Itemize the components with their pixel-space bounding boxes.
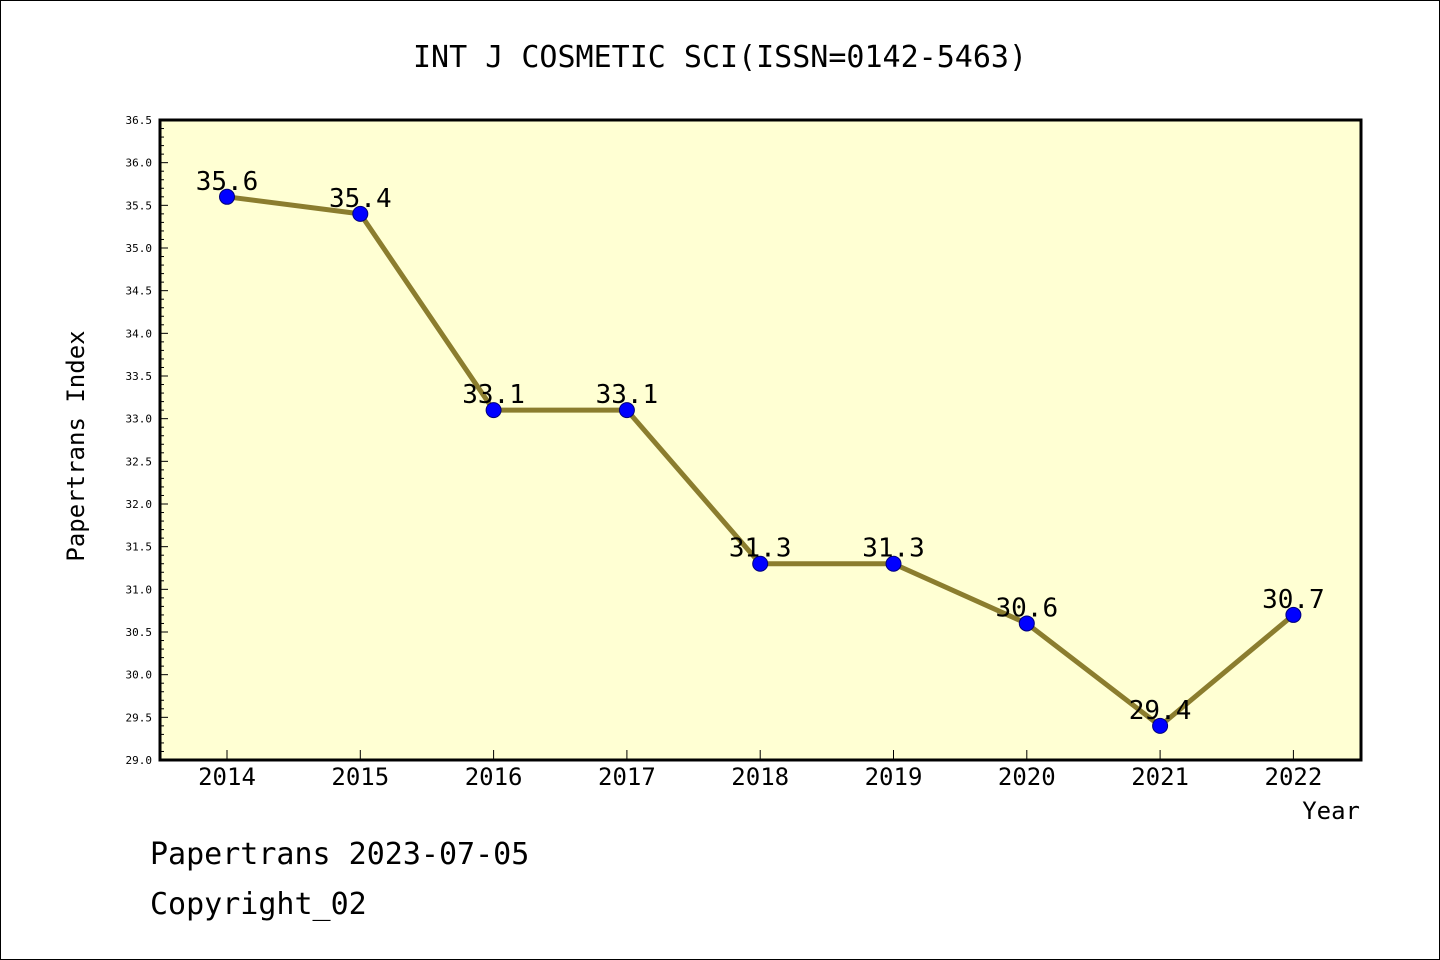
y-tick-label: 34.0 bbox=[126, 327, 153, 340]
x-tick-label: 2018 bbox=[731, 763, 789, 791]
x-tick-label: 2020 bbox=[998, 763, 1056, 791]
data-label: 33.1 bbox=[462, 380, 525, 410]
y-tick-label: 31.0 bbox=[126, 583, 153, 596]
y-tick-label: 33.0 bbox=[126, 413, 153, 426]
y-tick-label: 35.0 bbox=[126, 242, 153, 255]
series-layer: 35.6 35.4 33.1 33.1 31.3 31.3 30.6 29.4 30.7 bbox=[196, 167, 1325, 734]
data-point bbox=[1285, 606, 1302, 623]
y-tick-label: 30.0 bbox=[126, 669, 153, 682]
data-label: 31.3 bbox=[729, 534, 792, 564]
chart-title: INT J COSMETIC SCI(ISSN=0142-5463) bbox=[413, 40, 1027, 75]
data-label: 30.7 bbox=[1262, 585, 1325, 615]
y-tick-label: 32.0 bbox=[126, 498, 153, 511]
y-tick-label: 35.5 bbox=[126, 199, 153, 212]
x-tick-label: 2021 bbox=[1131, 763, 1189, 791]
data-point bbox=[618, 402, 635, 419]
data-point bbox=[752, 555, 769, 572]
data-point bbox=[219, 188, 235, 205]
data-point bbox=[1018, 615, 1035, 632]
data-point bbox=[352, 205, 369, 222]
plot-area bbox=[160, 120, 1361, 760]
data-label: 30.6 bbox=[995, 593, 1058, 623]
data-label: 29.4 bbox=[1129, 696, 1192, 726]
y-tick-label: 36.5 bbox=[126, 114, 153, 127]
y-tick-label: 29.0 bbox=[126, 754, 153, 767]
y-tick-label: 31.5 bbox=[126, 541, 153, 554]
footer-copyright: Copyright_02 bbox=[150, 887, 367, 922]
y-axis-title: Papertrans Index bbox=[62, 330, 90, 561]
x-axis-title: Year bbox=[1302, 797, 1360, 825]
data-label: 31.3 bbox=[862, 534, 925, 564]
x-tick-label: 2016 bbox=[465, 763, 523, 791]
x-tick-label: 2022 bbox=[1265, 763, 1323, 791]
x-tick-label: 2017 bbox=[598, 763, 656, 791]
y-tick-label: 29.5 bbox=[126, 711, 153, 724]
y-tick-label: 33.5 bbox=[126, 370, 153, 383]
data-point bbox=[1152, 717, 1169, 734]
y-axis: 29.0 29.5 30.0 30.5 31.0 31.5 32.0 32.5 33.0 33.5… bbox=[126, 114, 168, 767]
x-axis: 2014 2015 2016 2017 2018 2019 2020 2021 2022 bbox=[198, 750, 1322, 791]
data-label: 35.4 bbox=[329, 184, 392, 214]
data-point bbox=[885, 555, 902, 572]
x-tick-label: 2014 bbox=[198, 763, 256, 791]
data-label: 33.1 bbox=[596, 380, 659, 410]
x-tick-label: 2019 bbox=[865, 763, 923, 791]
y-tick-label: 36.0 bbox=[126, 157, 153, 170]
data-label: 35.6 bbox=[196, 167, 259, 197]
x-tick-label: 2015 bbox=[331, 763, 389, 791]
y-tick-label: 34.5 bbox=[126, 285, 153, 298]
y-tick-label: 30.5 bbox=[126, 626, 153, 639]
data-point bbox=[485, 402, 502, 419]
y-tick-label: 32.5 bbox=[126, 455, 153, 468]
footer-date: Papertrans 2023-07-05 bbox=[150, 837, 529, 872]
plot-border bbox=[158, 118, 1363, 762]
